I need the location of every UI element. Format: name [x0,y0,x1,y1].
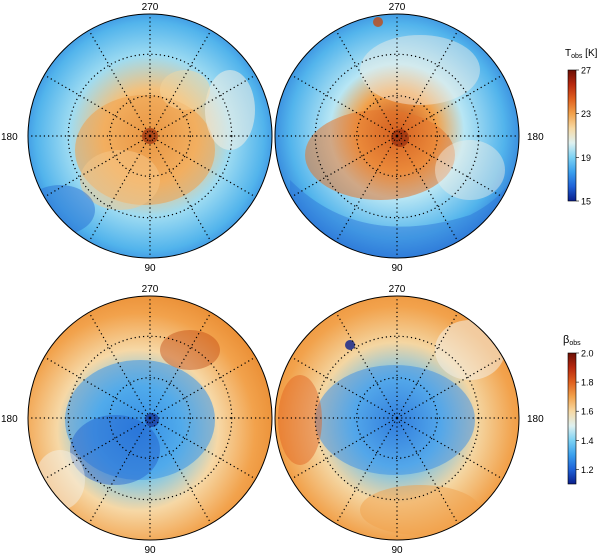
longitude-line [335,135,398,242]
label-right: 180 [527,414,544,425]
temperature-map-right: 270 90 180 [274,2,544,274]
latitude-circle [314,53,480,219]
longitude-line [149,30,212,137]
colorbar-title: Tobs [K] [565,48,598,60]
label-left: 180 [1,132,18,143]
latitude-circle [356,95,438,177]
graticule [28,296,272,540]
label-top: 270 [142,2,159,13]
beta-map-right: 270 90 180 [274,284,544,554]
map-border [274,295,520,541]
colorbar-gradient [567,69,577,202]
label-bottom: 90 [144,545,156,554]
latitude-circle [109,95,191,177]
longitude-line [149,417,256,480]
label-bottom: 90 [391,545,403,554]
longitude-line [88,135,151,242]
longitude-line [396,356,503,419]
map-texture [290,17,519,258]
longitude-line [291,417,398,480]
longitude-line [396,417,503,480]
longitude-line [396,135,503,198]
longitude-line [44,135,151,198]
colorbar-tick-label: 1.8 [581,378,594,388]
colorbar-ticks: 27 23 19 15 [576,66,591,207]
temperature-row: 270 90 180 270 90 180 Tobs [K] [1,2,598,274]
graticule [275,296,519,540]
colorbar-tick-label: 27 [581,66,591,76]
colorbar-title: βobs [563,334,581,347]
map-border [27,13,273,259]
label-left: 180 [1,414,18,425]
longitude-line [335,312,398,419]
latitude-circle [67,53,233,219]
longitude-line [149,356,256,419]
colorbar-gradient [567,352,577,485]
longitude-line [149,417,212,524]
latitude-circle [314,335,480,501]
colorbar-tick-label: 1.6 [581,407,594,417]
label-top: 270 [142,284,159,295]
graticule [28,14,272,258]
longitude-line [335,30,398,137]
longitude-line [88,312,151,419]
longitude-line [149,74,256,137]
label-top: 270 [389,2,406,13]
label-bottom: 90 [391,263,403,274]
map-texture [278,320,505,535]
graticule [275,14,519,258]
label-bottom: 90 [144,263,156,274]
longitude-line [396,135,459,242]
longitude-line [396,74,503,137]
longitude-line [291,74,398,137]
longitude-line [88,417,151,524]
beta-map-left: 270 90 180 [1,284,273,554]
longitude-line [396,30,459,137]
label-top: 270 [389,284,406,295]
beta-colorbar: βobs 2.0 1.8 1.6 1.4 1.2 [563,334,594,485]
longitude-line [149,135,256,198]
longitude-line [88,30,151,137]
colorbar-tick-label: 15 [581,197,591,207]
label-right: 180 [527,132,544,143]
colorbar-tick-label: 23 [581,109,591,119]
longitude-line [44,417,151,480]
longitude-line [396,312,459,419]
beta-row: 270 90 180 270 90 180 βobs 2.0 1.8 [1,284,594,554]
longitude-line [44,74,151,137]
longitude-line [44,356,151,419]
colorbar-tick-label: 1.4 [581,436,594,446]
colorbar-tick-label: 2.0 [581,349,594,359]
temperature-colorbar: Tobs [K] 27 23 19 15 [565,48,598,207]
latitude-circle [356,377,438,459]
longitude-line [291,356,398,419]
map-border [27,295,273,541]
latitude-circle [109,377,191,459]
colorbar-ticks: 2.0 1.8 1.6 1.4 1.2 [576,349,594,475]
temperature-map-left: 270 90 180 [1,2,273,274]
map-border [274,13,520,259]
longitude-line [335,417,398,524]
longitude-line [396,417,459,524]
latitude-circle [67,335,233,501]
longitude-line [149,135,212,242]
colorbar-tick-label: 1.2 [581,465,594,475]
colorbar-tick-label: 19 [581,153,591,163]
longitude-line [291,135,398,198]
longitude-line [149,312,212,419]
